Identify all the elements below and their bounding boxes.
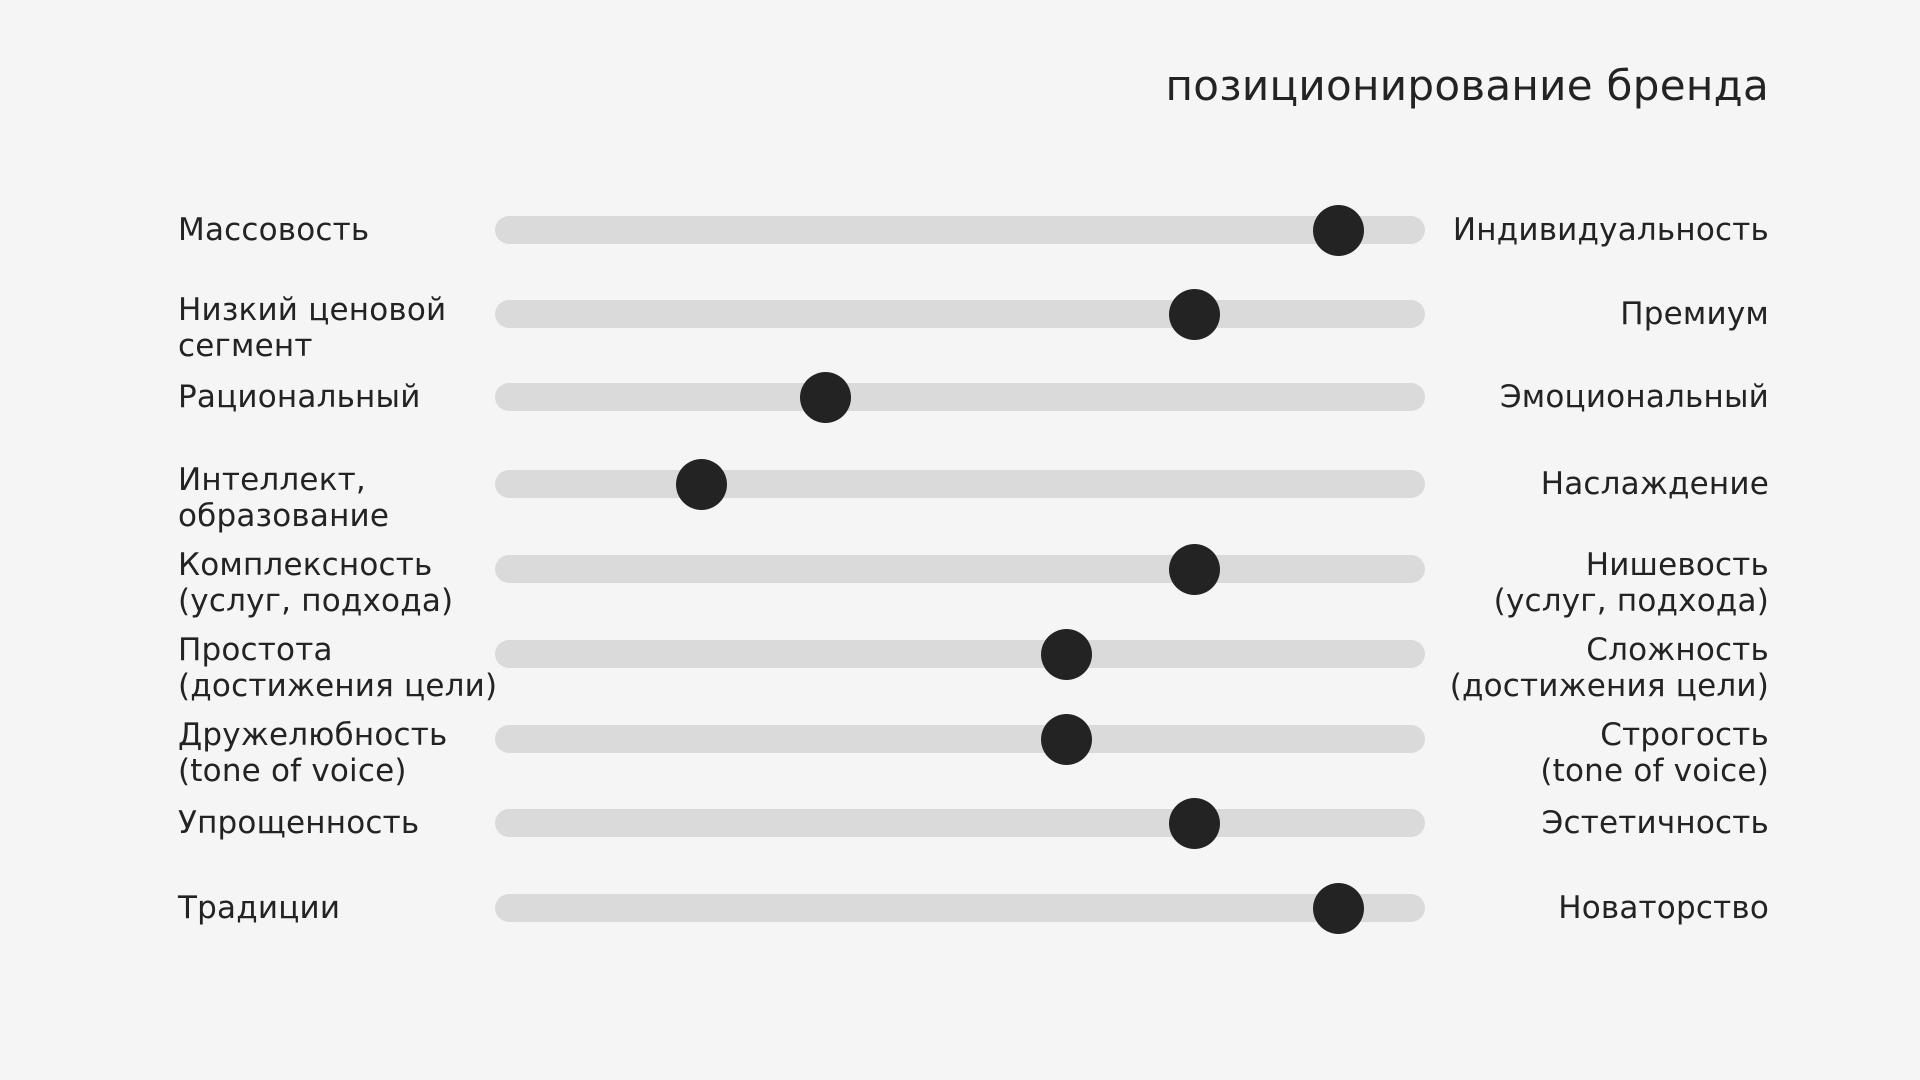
scale-right-label: Новаторство [1558,890,1769,926]
scale-knob[interactable] [1168,288,1220,340]
scale-knob[interactable] [1041,628,1093,680]
scale-row: Комплексность (услуг, подхода) Нишевость … [0,529,1920,619]
scale-track[interactable] [495,543,1425,595]
scale-row: Массовость Индивидуальность [0,190,1920,270]
scale-right-label: Наслаждение [1540,466,1769,502]
scale-track[interactable] [495,288,1425,340]
scale-row: Интеллект, образование Наслаждение [0,444,1920,534]
scale-left-label: Интеллект, образование [178,462,390,534]
scale-right-label: Строгость (tone of voice) [1540,717,1769,789]
scale-left-label: Низкий ценовой сегмент [178,292,447,364]
scale-track[interactable] [495,371,1425,423]
scale-right-label: Сложность (достижения цели) [1449,632,1769,704]
scale-row: Традиции Новаторство [0,868,1920,948]
scale-track[interactable] [495,204,1425,256]
scale-track[interactable] [495,882,1425,934]
page-title: позиционирование бренда [1165,61,1769,110]
scale-knob[interactable] [675,458,727,510]
scale-track[interactable] [495,458,1425,510]
scale-knob[interactable] [1168,543,1220,595]
scale-right-label: Нишевость (услуг, подхода) [1493,547,1769,619]
scale-row: Простота (достижения цели) Сложность (дос… [0,614,1920,704]
scale-left-label: Рациональный [178,379,421,415]
scale-right-label: Премиум [1620,296,1769,332]
scale-knob[interactable] [1313,204,1364,256]
scale-left-label: Комплексность (услуг, подхода) [178,547,454,619]
scale-row: Упрощенность Эстетичность [0,783,1920,863]
scale-row: Низкий ценовой сегмент Премиум [0,274,1920,364]
scale-left-label: Упрощенность [178,805,420,841]
scale-knob[interactable] [1168,797,1220,849]
scale-left-label: Простота (достижения цели) [178,632,498,704]
scale-left-label: Массовость [178,212,370,248]
scale-knob[interactable] [1041,713,1093,765]
scale-left-label: Дружелюбность (tone of voice) [178,717,448,789]
scale-knob[interactable] [1313,882,1364,934]
scale-right-label: Эстетичность [1541,805,1769,841]
scale-right-label: Эмоциональный [1499,379,1769,415]
scale-track[interactable] [495,713,1425,765]
scale-track[interactable] [495,628,1425,680]
scale-knob[interactable] [799,371,851,423]
scale-row: Дружелюбность (tone of voice) Строгость (… [0,699,1920,789]
scale-row: Рациональный Эмоциональный [0,357,1920,437]
scale-track[interactable] [495,797,1425,849]
scale-left-label: Традиции [178,890,341,926]
scale-right-label: Индивидуальность [1452,212,1769,248]
